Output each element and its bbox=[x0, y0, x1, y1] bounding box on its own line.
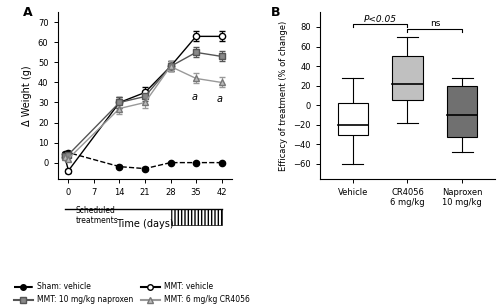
Text: Scheduled
treatments: Scheduled treatments bbox=[76, 205, 118, 225]
Y-axis label: Δ Weight (g): Δ Weight (g) bbox=[22, 65, 32, 126]
Y-axis label: Efficacy of treatment (% of change): Efficacy of treatment (% of change) bbox=[279, 20, 288, 171]
Text: ns: ns bbox=[430, 19, 440, 28]
Text: a: a bbox=[191, 92, 197, 103]
Bar bbox=[392, 56, 422, 100]
Bar bbox=[447, 86, 477, 136]
Text: P<0.05: P<0.05 bbox=[364, 14, 396, 24]
Text: A: A bbox=[22, 6, 32, 19]
Legend: Sham: vehicle, MMT: 10 mg/kg naproxen, MMT: vehicle, MMT: 6 mg/kg CR4056: Sham: vehicle, MMT: 10 mg/kg naproxen, M… bbox=[14, 282, 250, 304]
Text: a: a bbox=[216, 95, 222, 104]
X-axis label: Time (days): Time (days) bbox=[116, 219, 174, 229]
Text: B: B bbox=[271, 6, 280, 19]
Bar bbox=[170, 209, 222, 225]
Bar bbox=[338, 103, 368, 135]
